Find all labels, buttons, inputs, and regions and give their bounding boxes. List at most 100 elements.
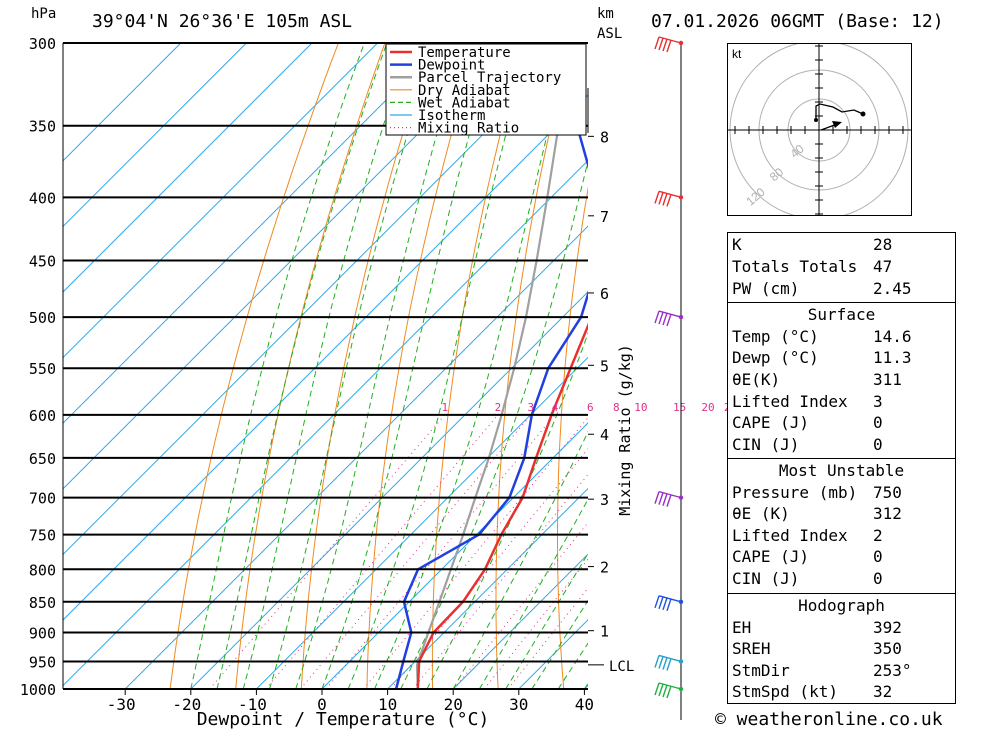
isotherm-line — [63, 94, 588, 621]
datetime-title: 07.01.2026 06GMT (Base: 12) — [651, 11, 944, 32]
hodo-ring-label-80: 80 — [767, 165, 786, 185]
height-unit-asl-label: ASL — [597, 26, 623, 42]
dry-adiabat-line — [235, 43, 386, 689]
mixing-ratio-label: 3 — [528, 401, 535, 414]
wind-barb — [654, 654, 684, 671]
isotherm-line — [63, 43, 313, 293]
pressure-tick-label: 450 — [29, 253, 56, 271]
dry-adiabat-line — [495, 43, 572, 689]
pressure-tick-label: 500 — [29, 309, 56, 327]
x-tick-label: 40 — [575, 695, 594, 714]
mixing-ratio-line — [483, 558, 588, 689]
wet-adiabat-line — [295, 43, 465, 689]
hodo-unit-label: kt — [732, 47, 742, 61]
mixing-ratio-line — [325, 414, 556, 689]
mu-row-cin: CIN (J) 0 — [732, 569, 883, 588]
wind-barb — [654, 310, 684, 327]
wind-barb-flag — [654, 191, 660, 204]
wind-barb-flag — [662, 493, 668, 506]
wind-barb-flag — [658, 492, 664, 505]
mixing-ratio-line — [265, 414, 499, 689]
wind-barb-flag — [662, 597, 668, 611]
wet-adiabat-line — [216, 43, 388, 689]
pressure-tick-label: 700 — [29, 490, 56, 508]
mixing-ratio-line — [363, 416, 588, 689]
pressure-unit-label: hPa — [31, 6, 57, 22]
isotherm-line — [63, 43, 378, 359]
hodo-trace-start — [814, 118, 818, 122]
hodo-row-stmspd: StmSpd (kt) 32 — [732, 682, 893, 701]
section-title-surface: Surface — [807, 305, 876, 324]
lcl-label: LCL — [609, 659, 634, 675]
wind-barb-flag — [654, 491, 660, 504]
km-tick-label: 2 — [600, 559, 609, 577]
pressure-tick-label: 900 — [29, 624, 56, 642]
wind-barb-flag — [654, 310, 660, 324]
dry-adiabat-line — [169, 43, 339, 689]
hodo-row-sreh: SREH 350 — [732, 639, 902, 658]
wind-barb — [654, 595, 684, 612]
x-tick-label: -20 — [172, 695, 201, 714]
surface-row-cape: CAPE (J) 0 — [732, 413, 883, 432]
hodo-wind-trace — [815, 103, 864, 120]
wet-adiabat-line — [452, 430, 588, 689]
location-title: 39°04'N 26°36'E 105m ASL — [92, 11, 353, 32]
x-tick-label: -10 — [238, 695, 267, 714]
isotherm-line — [63, 43, 575, 556]
wet-adiabat-line — [374, 43, 572, 689]
wind-barb — [654, 36, 684, 53]
km-tick-label: 4 — [600, 426, 609, 444]
x-tick-label: 30 — [509, 695, 528, 714]
km-tick-label: 6 — [600, 285, 609, 303]
pressure-tick-label: 950 — [29, 653, 56, 671]
wind-barb-flag — [666, 313, 672, 327]
mixing-ratio-label: 20 — [701, 401, 714, 414]
mixing-ratio-label: 8 — [613, 401, 620, 414]
pressure-tick-label: 750 — [29, 527, 56, 545]
wind-barb-flag — [666, 685, 672, 699]
km-tick-label: 3 — [600, 491, 609, 509]
mu-row-pressure: Pressure (mb) 750 — [732, 483, 902, 502]
wind-barb-flag — [654, 595, 660, 609]
surface-row-cin: CIN (J) 0 — [732, 435, 883, 454]
hodograph-panel: kt 40 80 120 — [727, 40, 912, 220]
wind-barb — [654, 190, 684, 207]
mixing-ratio-label: 4 — [552, 401, 559, 414]
wind-barb-flag — [662, 312, 668, 326]
legend-label: Dewpoint — [418, 58, 485, 74]
mixing-ratio-label: 10 — [634, 401, 647, 414]
x-tick-label: -30 — [107, 695, 136, 714]
wind-barb-flag — [658, 596, 664, 610]
pressure-tick-label: 600 — [29, 407, 56, 425]
isotherm-line — [256, 356, 588, 689]
isotherm-line — [124, 225, 588, 689]
hodo-ring-label-40: 40 — [787, 141, 806, 161]
mixing-ratio-label: 15 — [673, 401, 686, 414]
hodo-axis-ticks — [734, 45, 904, 215]
x-axis-title: Dewpoint / Temperature (°C) — [197, 709, 490, 730]
pressure-tick-label: 800 — [29, 561, 56, 579]
dry-adiabat-line — [988, 43, 1000, 689]
wind-barb-flag — [666, 494, 672, 507]
dewpoint-line — [394, 43, 588, 689]
wind-barb-flag — [666, 39, 672, 53]
mixing-ratio-label: 2 — [495, 401, 502, 414]
hodo-row-stmdir: StmDir 253° — [732, 661, 912, 680]
pressure-tick-label: 850 — [29, 594, 56, 612]
isotherm-line — [63, 43, 444, 424]
legend-label: Wet Adiabat — [418, 95, 511, 111]
pressure-tick-label: 350 — [29, 118, 56, 136]
section-divider-hodograph — [728, 593, 955, 594]
km-tick-label: 8 — [600, 128, 609, 146]
height-unit-km-label: km — [597, 6, 614, 22]
km-tick-label: 7 — [600, 208, 609, 226]
wind-barb-flag — [658, 192, 664, 205]
surface-row-lifted: Lifted Index 3 — [732, 392, 883, 411]
indices-panel: K 28 Totals Totals 47 PW (cm) 2.45 Surface … — [727, 232, 956, 704]
pressure-tick-label: 400 — [29, 189, 56, 207]
mu-row-lifted: Lifted Index 2 — [732, 526, 883, 545]
pressure-tick-label: 650 — [29, 450, 56, 468]
legend-box — [385, 43, 587, 136]
section-divider-mu — [728, 458, 955, 459]
